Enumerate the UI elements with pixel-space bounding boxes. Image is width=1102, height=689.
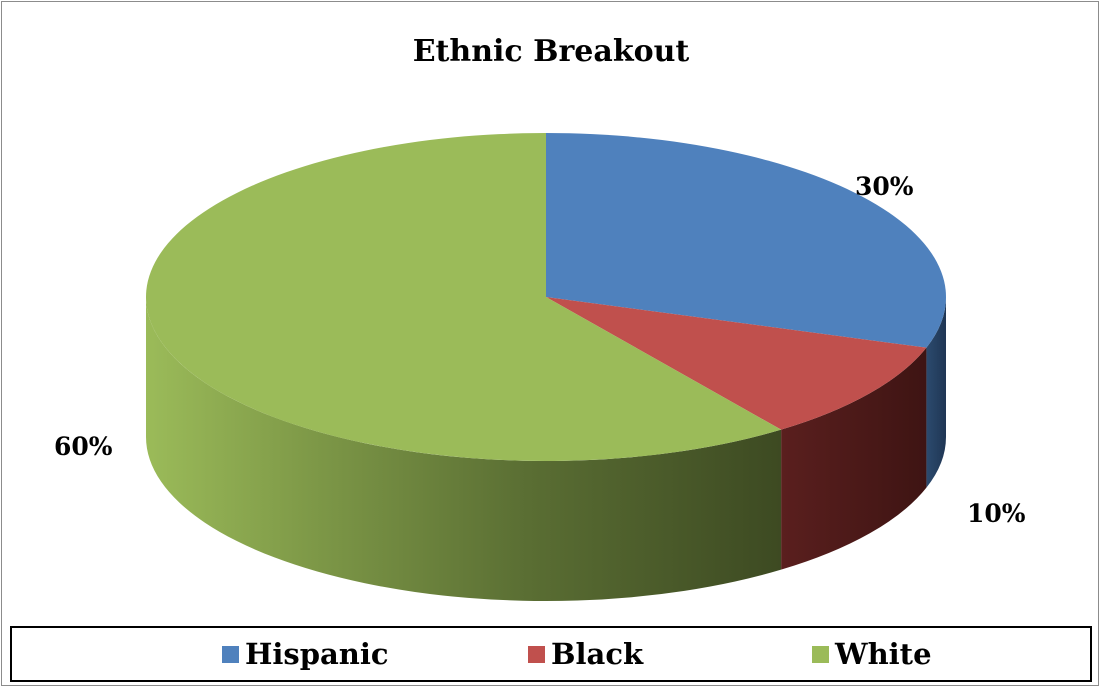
chart-title: Ethnic Breakout (412, 34, 690, 69)
legend-label-hispanic: Hispanic (245, 637, 389, 671)
pie-slice-black (546, 297, 927, 430)
legend-swatch-white (812, 645, 829, 663)
data-label-hispanic: 30% (855, 172, 914, 201)
legend-label-black: Black (551, 637, 644, 671)
data-label-white: 60% (54, 432, 113, 461)
pie-side-hispanic (926, 297, 946, 488)
chart-legend: Hispanic Black White (10, 626, 1092, 682)
pie-chart (145, 133, 946, 601)
legend-item-white: White (812, 628, 932, 680)
pie-slice-hispanic (546, 133, 946, 348)
data-label-black: 10% (967, 499, 1026, 528)
legend-label-white: White (835, 637, 932, 671)
legend-swatch-hispanic (222, 645, 239, 663)
pie-slice-white (145, 133, 782, 461)
legend-item-hispanic: Hispanic (222, 628, 389, 680)
pie-side-white (146, 297, 782, 601)
legend-swatch-black (528, 645, 545, 663)
legend-item-black: Black (528, 628, 643, 680)
pie-side-black (781, 347, 927, 570)
